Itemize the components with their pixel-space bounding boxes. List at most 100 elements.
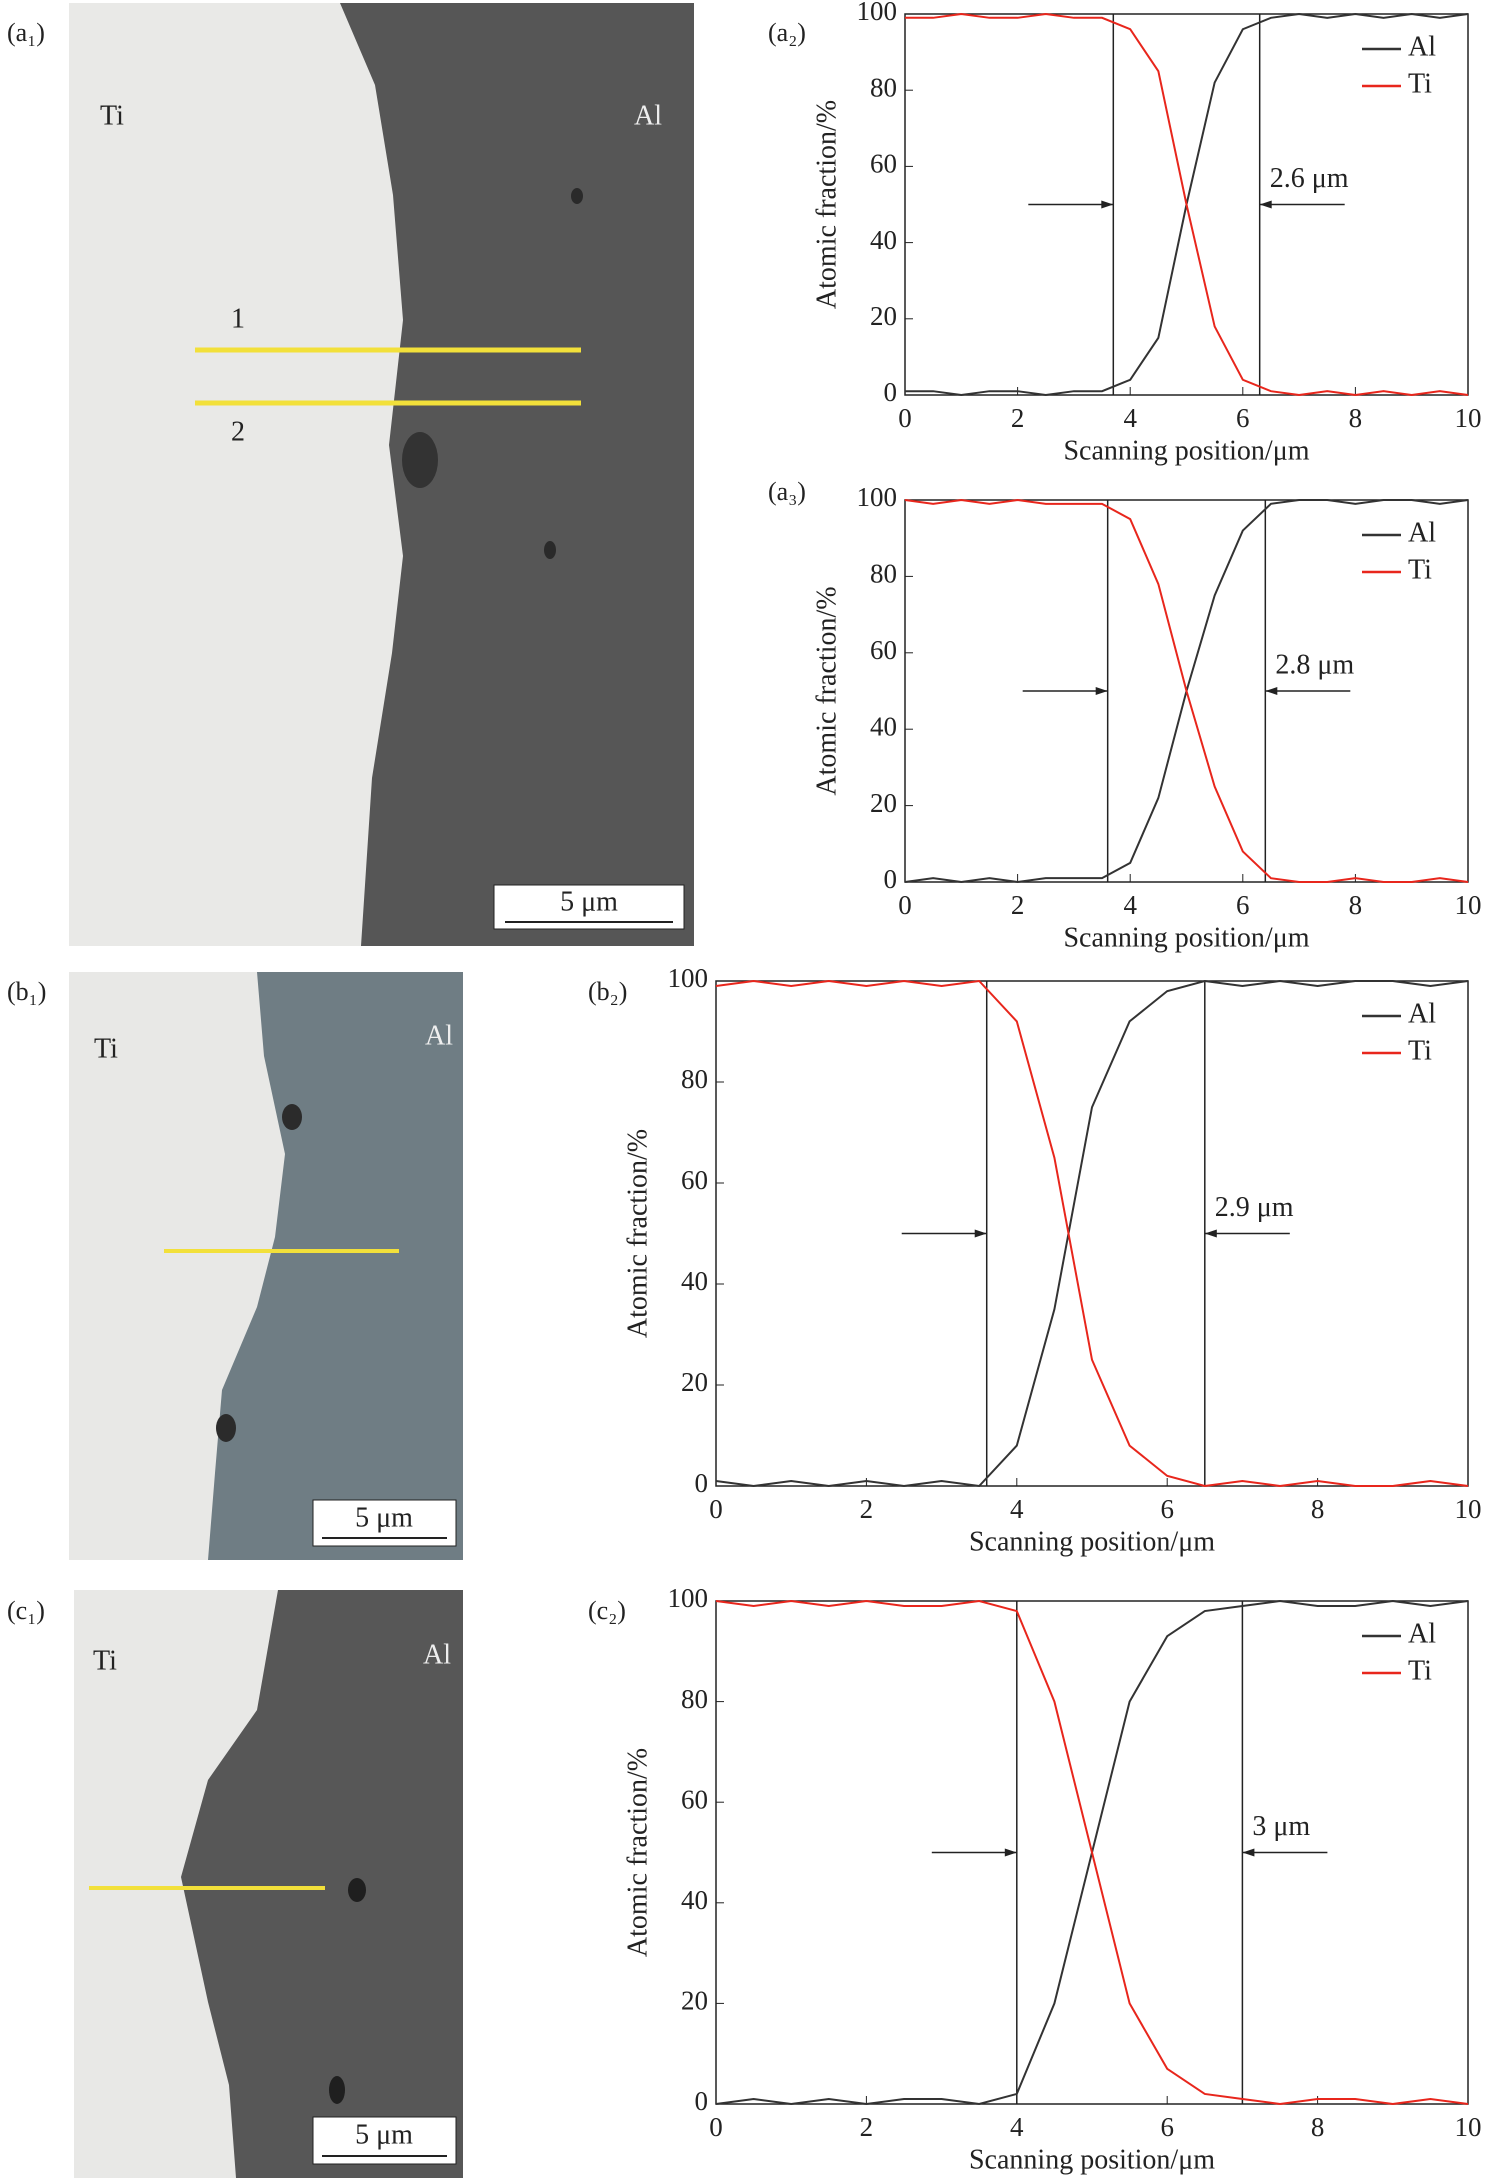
y-tick-label: 20 (681, 1986, 708, 2016)
x-tick-label: 4 (1123, 890, 1137, 920)
x-tick-label: 10 (1455, 1494, 1482, 1524)
al-region (208, 972, 463, 1560)
y-axis-label: Atomic fraction/% (622, 1129, 653, 1338)
legend-label: Ti (1408, 68, 1432, 99)
arrow-head (1259, 200, 1272, 209)
plot-frame (715, 980, 1469, 1487)
phase-label: Al (634, 100, 662, 131)
phase-label: Ti (94, 1033, 118, 1064)
x-tick-label: 4 (1010, 2112, 1024, 2142)
arrow-head (1095, 687, 1108, 695)
arrow-head (1204, 1229, 1217, 1238)
scan-label: 2 (231, 416, 245, 447)
y-tick-label: 0 (884, 377, 898, 407)
data-line (904, 498, 1469, 883)
y-tick-label: 80 (870, 559, 897, 589)
y-axis-label: Atomic fraction/% (811, 100, 842, 309)
legend-label: Al (1408, 517, 1436, 548)
legend-label: Ti (1408, 1035, 1432, 1066)
y-tick-label: 60 (681, 1165, 708, 1195)
panel-label: (c₂) (588, 1596, 626, 1625)
pore (348, 1878, 366, 1902)
data-line (905, 12, 1469, 397)
x-tick-label: 2 (860, 1494, 874, 1524)
x-tick-label: 6 (1236, 403, 1250, 433)
x-tick-label: 4 (1010, 1494, 1024, 1524)
x-tick-label: 0 (898, 403, 912, 433)
x-tick-label: 0 (898, 890, 912, 920)
annotation: 2.8 μm (1275, 649, 1354, 680)
pore (571, 188, 583, 204)
legend-label: Ti (1408, 554, 1432, 585)
y-tick-label: 100 (668, 1583, 709, 1613)
phase-label: Ti (100, 100, 124, 131)
annotation: 2.6 μm (1270, 163, 1349, 194)
x-tick-label: 8 (1349, 890, 1363, 920)
y-tick-label: 40 (681, 1266, 708, 1296)
pore (402, 432, 438, 488)
y-tick-label: 100 (857, 0, 898, 26)
legend-label: Ti (1408, 1655, 1432, 1686)
panel-label: (a₂) (768, 18, 806, 47)
panel-label: (a₁) (7, 18, 45, 47)
x-tick-label: 10 (1455, 890, 1482, 920)
y-tick-label: 60 (681, 1784, 708, 1814)
panel-label: (a₃) (768, 477, 806, 506)
x-tick-label: 6 (1160, 2112, 1174, 2142)
scan-label: 1 (231, 303, 245, 334)
y-tick-label: 100 (857, 482, 898, 512)
x-tick-label: 8 (1311, 1494, 1325, 1524)
panel-label: (b₂) (588, 977, 627, 1006)
y-axis-label: Atomic fraction/% (811, 586, 842, 795)
x-tick-label: 10 (1455, 2112, 1482, 2142)
y-tick-label: 60 (870, 149, 897, 179)
x-tick-label: 4 (1123, 403, 1137, 433)
al-region (181, 1590, 463, 2178)
arrow-head (1101, 200, 1114, 209)
x-tick-label: 10 (1455, 403, 1482, 433)
x-axis-label: Scanning position/μm (969, 1526, 1215, 1557)
arrow-head (974, 1229, 987, 1238)
pore (544, 541, 556, 559)
y-tick-label: 0 (695, 1468, 709, 1498)
legend-label: Al (1408, 998, 1436, 1029)
scale-label: 5 μm (355, 2119, 413, 2150)
y-tick-label: 80 (870, 72, 897, 102)
arrow-head (1004, 1848, 1017, 1857)
y-tick-label: 40 (681, 1885, 708, 1915)
x-tick-label: 2 (1011, 890, 1025, 920)
data-line (715, 979, 1469, 1488)
phase-label: Ti (93, 1645, 117, 1676)
y-tick-label: 80 (681, 1684, 708, 1714)
y-tick-label: 20 (870, 788, 897, 818)
legend-label: Al (1408, 1618, 1436, 1649)
arrow-head (1265, 687, 1278, 695)
y-tick-label: 40 (870, 711, 897, 741)
y-tick-label: 60 (870, 635, 897, 665)
x-axis-label: Scanning position/μm (969, 2144, 1215, 2175)
x-tick-label: 2 (1011, 403, 1025, 433)
x-tick-label: 0 (709, 2112, 723, 2142)
y-axis-label: Atomic fraction/% (622, 1748, 653, 1957)
x-tick-label: 8 (1349, 403, 1363, 433)
y-tick-label: 20 (870, 301, 897, 331)
pore (282, 1104, 302, 1130)
y-tick-label: 40 (870, 225, 897, 255)
x-axis-label: Scanning position/μm (1063, 922, 1309, 953)
pore (216, 1414, 236, 1442)
y-tick-label: 100 (668, 963, 709, 993)
y-tick-label: 80 (681, 1064, 708, 1094)
x-tick-label: 8 (1311, 2112, 1325, 2142)
data-line (715, 979, 1469, 1488)
data-line (715, 1599, 1469, 2106)
annotation: 3 μm (1252, 1811, 1310, 1842)
y-tick-label: 0 (695, 2086, 709, 2116)
annotation: 2.9 μm (1215, 1192, 1294, 1223)
x-tick-label: 6 (1160, 1494, 1174, 1524)
al-region (340, 3, 694, 946)
arrow-head (1242, 1848, 1255, 1857)
y-tick-label: 20 (681, 1367, 708, 1397)
plot-frame (904, 13, 1469, 396)
pore (329, 2076, 345, 2104)
